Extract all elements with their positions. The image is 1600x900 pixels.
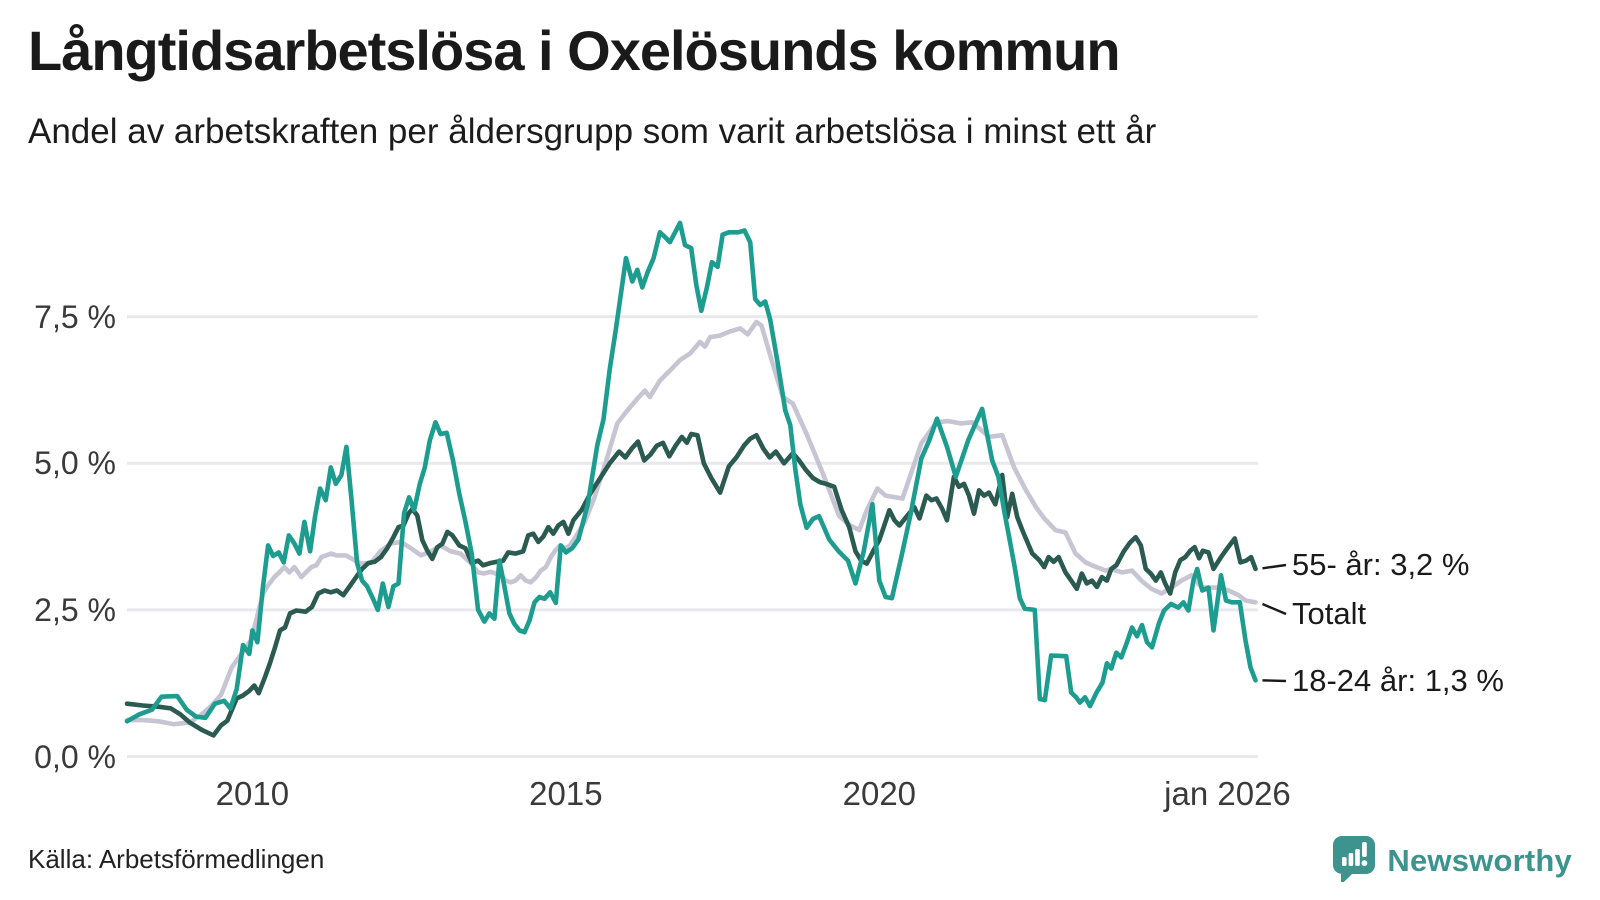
y-axis-tick-label: 2,5 % <box>34 591 116 628</box>
newsworthy-logo-icon <box>1331 834 1377 887</box>
series-line-totalt <box>124 319 1258 727</box>
chart-subtitle: Andel av arbetskraften per åldersgrupp s… <box>28 112 1157 151</box>
series-end-label-55-ar: 55- år: 3,2 % <box>1292 547 1470 582</box>
y-axis-tick-label: 5,0 % <box>34 445 116 482</box>
series-end-label-totalt: Totalt <box>1292 596 1367 631</box>
source-credit: Källa: Arbetsförmedlingen <box>28 844 325 874</box>
y-axis-tick-label: 7,5 % <box>34 298 116 335</box>
series-line-55-r <box>124 431 1258 738</box>
x-axis-tick-label: 2015 <box>529 775 603 812</box>
label-connector <box>1262 602 1287 616</box>
x-axis-tick-label: 2010 <box>215 775 290 812</box>
label-connector <box>1262 563 1287 570</box>
x-axis-tick-label: 2020 <box>842 775 917 812</box>
x-axis-tick-label: jan 2026 <box>1164 775 1291 812</box>
label-connector <box>1262 679 1287 683</box>
series-line-18-24-r <box>124 220 1258 724</box>
newsworthy-brand: Newsworthy <box>1331 834 1572 887</box>
y-axis-tick-label: 0,0 % <box>34 738 116 775</box>
page-title: Långtidsarbetslösa i Oxelösunds kommun <box>28 19 1121 82</box>
newsworthy-wordmark: Newsworthy <box>1387 842 1572 878</box>
series-end-label-18-24-ar: 18-24 år: 1,3 % <box>1292 663 1504 698</box>
